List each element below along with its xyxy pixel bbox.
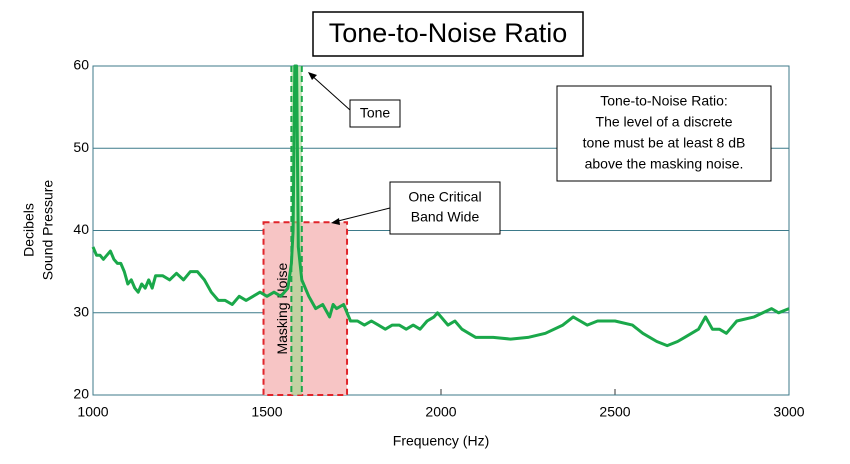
chart-title: Tone-to-Noise Ratio — [329, 18, 568, 48]
y-tick-label: 50 — [73, 139, 89, 155]
tone-band — [291, 66, 302, 395]
annotation-text: Tone-to-Noise Ratio: — [600, 93, 728, 109]
annotation-box — [349, 99, 401, 128]
annotation-box — [556, 85, 772, 182]
data-line — [91, 64, 790, 348]
annotation-text: One Critical — [408, 189, 481, 205]
x-tick-label: 1500 — [251, 404, 282, 420]
annotation-box — [389, 181, 501, 235]
annotation-text: The level of a discrete — [596, 114, 733, 130]
x-axis-label: Frequency (Hz) — [393, 433, 489, 449]
x-tick-label: 3000 — [773, 404, 804, 420]
y-tick-label: 60 — [73, 57, 89, 73]
y-axis-label: Sound Pressure — [40, 180, 56, 281]
x-tick-label: 2000 — [425, 404, 456, 420]
y-tick-label: 20 — [73, 386, 89, 402]
arrow — [309, 73, 351, 111]
masking-label: Masking Noise — [274, 263, 290, 355]
annotation-text: tone must be at least 8 dB — [583, 135, 746, 151]
y-tick-label: 30 — [73, 303, 89, 319]
annotation-text: Tone — [360, 105, 391, 121]
arrow-head — [308, 72, 317, 80]
title-box — [312, 11, 584, 57]
plot-area: 20 30 40 50 60 1000 1500 2000 2500 3000 Masking No… — [73, 57, 804, 420]
arrow — [333, 207, 391, 223]
annotation-text: above the masking noise. — [585, 156, 744, 172]
x-tick-label: 2500 — [599, 404, 630, 420]
annotation-text: Band Wide — [411, 209, 480, 225]
x-tick-label: 1000 — [77, 404, 108, 420]
arrow-head — [331, 218, 340, 225]
plot-border — [92, 65, 790, 396]
y-tick-label: 40 — [73, 221, 89, 237]
y-axis-label: Decibels — [21, 203, 37, 257]
